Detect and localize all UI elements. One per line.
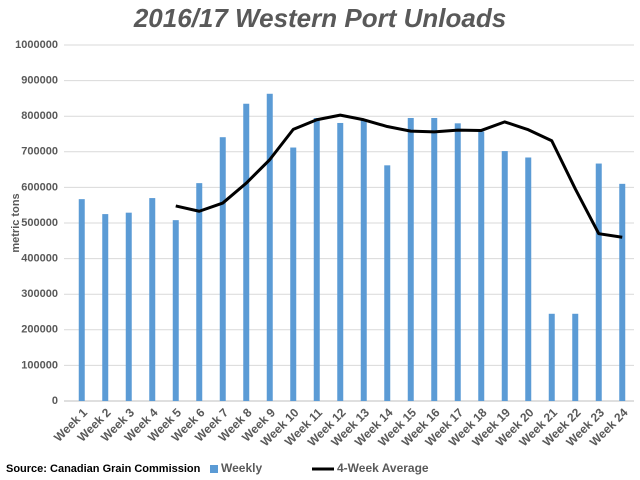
bar	[501, 151, 508, 401]
bar	[407, 117, 414, 401]
y-tick-label: 400000	[21, 253, 58, 265]
bar	[102, 214, 109, 401]
bar	[525, 157, 532, 401]
bar	[478, 131, 485, 401]
y-tick-label: 900000	[21, 75, 58, 87]
bar	[384, 165, 391, 401]
bar	[243, 103, 250, 402]
y-tick-label: 0	[52, 395, 58, 407]
bar	[290, 147, 297, 401]
y-tick-label: 800000	[21, 110, 58, 122]
legend-swatch	[210, 465, 218, 473]
y-tick-label: 200000	[21, 324, 58, 336]
legend-label: Weekly	[221, 461, 262, 475]
bar	[125, 212, 132, 401]
bar	[313, 117, 320, 401]
bar	[572, 313, 579, 401]
bar	[172, 220, 179, 401]
y-tick-label: 300000	[21, 288, 58, 300]
source: Source: Canadian Grain Commission	[6, 463, 201, 475]
y-tick-label: 500000	[21, 217, 58, 229]
bar	[196, 183, 203, 401]
line	[175, 113, 623, 239]
bar	[219, 137, 226, 402]
bar	[149, 198, 156, 401]
bar	[78, 199, 85, 401]
bar	[619, 183, 626, 401]
bar	[595, 163, 602, 401]
bar	[454, 123, 461, 401]
y-axis-label: metric tons	[10, 193, 22, 252]
legend-label: 4-Week Average	[337, 461, 429, 475]
bar	[431, 117, 438, 401]
bar	[337, 122, 344, 402]
chart-title: 2016/17 Western Port Unloads	[133, 3, 506, 33]
bar	[548, 313, 555, 401]
bar	[266, 93, 273, 401]
y-tick-label: 700000	[21, 146, 58, 158]
y-tick-label: 1000000	[15, 39, 58, 51]
y-tick-label: 100000	[21, 359, 58, 371]
bar	[360, 119, 367, 401]
y-tick-label: 600000	[21, 181, 58, 193]
